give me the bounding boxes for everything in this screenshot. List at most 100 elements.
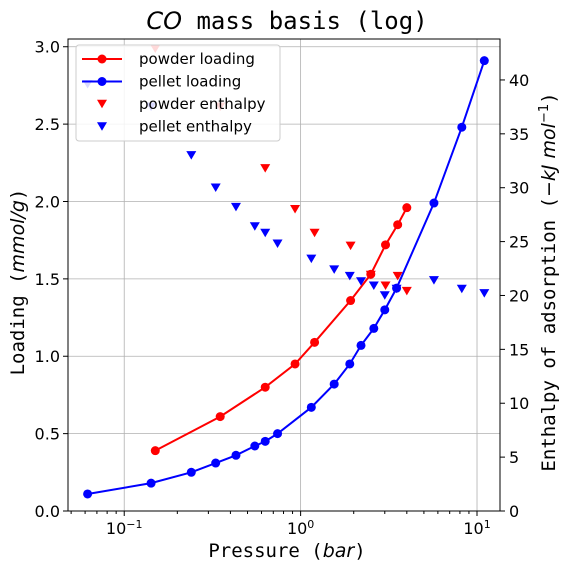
- powder-enthalpy-point: [290, 205, 301, 214]
- pellet-enthalpy-point: [230, 202, 241, 212]
- pellet-loading-point: [345, 359, 355, 369]
- y-axis-label-unit: mmol/g: [7, 200, 29, 272]
- y2-tick-label: 15: [509, 340, 529, 359]
- pellet-enthalpy-point: [272, 239, 283, 248]
- pellet-enthalpy-point: [210, 183, 221, 192]
- x-axis-label-unit: bar: [323, 540, 356, 562]
- y-tick-label: 0.0: [35, 502, 60, 521]
- powder-enthalpy-point: [380, 281, 391, 291]
- y-tick-label: 0.5: [35, 425, 60, 444]
- pellet-enthalpy-point: [356, 277, 367, 286]
- powder-enthalpy-point: [309, 228, 320, 238]
- powder-loading-point: [393, 220, 403, 230]
- powder-loading-point: [290, 359, 300, 369]
- powder-loading-line: [154, 207, 408, 452]
- y-axis-ticks: 0.0 0.5 1.0 1.5 2.0 2.5 3.0: [35, 38, 68, 521]
- x-tick-label: 101: [463, 518, 490, 539]
- pellet-loading-point: [479, 56, 489, 66]
- legend-pellet-enthalpy-marker: [97, 122, 107, 131]
- legend-powder-loading-label: powder loading: [139, 50, 255, 68]
- x-tick-label-base: 10: [287, 519, 307, 538]
- pellet-enthalpy-point: [456, 284, 467, 294]
- pellet-loading-point: [186, 467, 196, 477]
- chart-title: CO mass basis (log): [146, 7, 427, 35]
- pellet-loading-point: [306, 402, 316, 412]
- y2-axis-label-unit: −kJ mol: [538, 122, 560, 197]
- powder-loading-point: [150, 446, 160, 456]
- y2-tick-label: 20: [509, 286, 529, 305]
- pellet-enthalpy-point: [391, 284, 402, 294]
- pellet-enthalpy-point: [344, 271, 355, 281]
- powder-enthalpy-point: [365, 270, 376, 280]
- y-tick-label: 2.5: [35, 115, 60, 134]
- x-tick-label-exp: 0: [307, 518, 314, 531]
- x-tick-label-base: 10: [463, 519, 483, 538]
- legend-pellet-enthalpy-label: pellet enthalpy: [139, 118, 252, 136]
- pellet-enthalpy-point: [479, 289, 490, 298]
- x-tick-label-exp: 1: [484, 518, 491, 531]
- pellet-loading-point: [273, 429, 283, 439]
- powder-enthalpy-point: [260, 164, 271, 173]
- y2-axis-ticks: 0 5 10 15 20 25 30 35 40: [500, 71, 529, 521]
- legend-pellet-loading-marker: [97, 77, 107, 86]
- powder-loading-point: [310, 337, 320, 347]
- y-tick-label: 3.0: [35, 38, 60, 57]
- y2-axis-label-main: Enthalpy of adsorption (: [538, 197, 560, 472]
- pellet-loading-point: [211, 458, 221, 468]
- x-axis-label-main: Pressure (: [208, 540, 322, 562]
- pellet-loading-point: [457, 122, 467, 132]
- x-axis-label-close: ): [354, 540, 365, 562]
- legend-powder-enthalpy-marker: [97, 99, 107, 109]
- y2-tick-label: 25: [509, 233, 529, 252]
- y-tick-label: 2.0: [35, 192, 60, 211]
- pellet-enthalpy-point: [186, 151, 197, 160]
- x-axis-label: Pressure (bar): [208, 540, 365, 562]
- pellet-loading-point: [356, 340, 366, 350]
- x-tick-label: 10−1: [106, 518, 143, 539]
- pellet-loading-point: [260, 436, 270, 446]
- pellet-loading-point: [380, 305, 390, 315]
- pellet-enthalpy-point: [428, 276, 439, 285]
- x-axis-ticks: 10−1 100 101: [70, 511, 491, 539]
- chart-title-rest: mass basis (log): [182, 7, 428, 35]
- chart-title-main: CO: [146, 7, 182, 35]
- x-tick-label-base: 10: [106, 519, 126, 538]
- pellet-loading-point: [83, 489, 93, 499]
- y-axis-label-close: ): [7, 189, 29, 200]
- pellet-loading-point: [329, 379, 339, 389]
- x-tick-label-exp: −1: [126, 518, 142, 531]
- pellet-loading-point: [250, 441, 260, 451]
- y-axis-label-main: Loading (: [7, 272, 29, 375]
- powder-loading-point: [402, 203, 412, 213]
- powder-enthalpy-point: [392, 271, 403, 281]
- powder-enthalpy-point: [345, 241, 356, 251]
- y-tick-label: 1.5: [35, 270, 60, 289]
- y2-tick-label: 10: [509, 394, 529, 413]
- pellet-loading-point: [369, 323, 379, 333]
- powder-loading-point: [381, 240, 391, 250]
- y2-tick-label: 5: [509, 448, 519, 467]
- y2-tick-label: 0: [509, 502, 519, 521]
- legend-box: [75, 44, 281, 142]
- pellet-enthalpy-point: [306, 254, 317, 264]
- pellet-enthalpy-point: [379, 291, 390, 300]
- legend-powder-enthalpy-label: powder enthalpy: [139, 95, 266, 113]
- pellet-loading-point: [146, 478, 156, 488]
- legend-pellet-loading-label: pellet loading: [139, 73, 241, 91]
- pellet-enthalpy-point: [329, 265, 340, 274]
- y-tick-label: 1.0: [35, 347, 60, 366]
- pellet-enthalpy-point: [260, 228, 271, 238]
- powder-enthalpy-point: [401, 286, 412, 296]
- powder-loading-point: [346, 296, 356, 306]
- y2-axis-label-exp: −1: [537, 104, 552, 123]
- legend: powder loading pellet loading powder entha…: [75, 44, 281, 142]
- x-tick-label: 100: [287, 518, 314, 539]
- powder-loading-point: [215, 412, 225, 422]
- powder-loading-point: [260, 382, 270, 392]
- pellet-loading-point: [231, 450, 241, 460]
- y2-tick-label: 30: [509, 179, 529, 198]
- pellet-loading-point: [429, 198, 439, 208]
- y2-tick-label: 35: [509, 125, 529, 144]
- pellet-enthalpy-point: [368, 281, 379, 291]
